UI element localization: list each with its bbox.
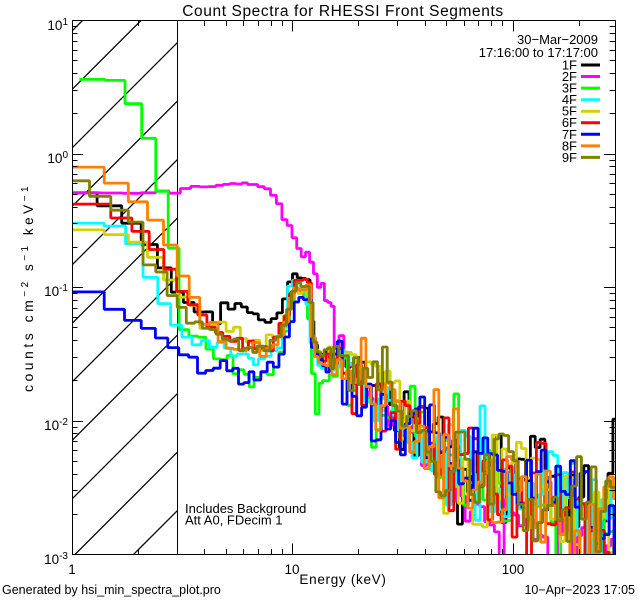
svg-text:17:16:00 to 17:17:00: 17:16:00 to 17:17:00 (479, 45, 598, 60)
svg-text:1: 1 (68, 562, 76, 577)
svg-text:counts cm−2 s−1 keV−1: counts cm−2 s−1 keV−1 (20, 183, 36, 392)
svg-text:30−Mar−2009: 30−Mar−2009 (517, 32, 598, 47)
svg-text:7F: 7F (562, 127, 577, 142)
svg-text:3F: 3F (562, 81, 577, 96)
svg-text:Energy (keV): Energy (keV) (299, 572, 386, 587)
svg-text:2F: 2F (562, 69, 577, 84)
svg-text:Includes Background: Includes Background (185, 501, 306, 516)
svg-text:5F: 5F (562, 104, 577, 119)
svg-text:8F: 8F (562, 138, 577, 153)
svg-text:10−Apr−2023 17:05: 10−Apr−2023 17:05 (524, 583, 635, 597)
svg-text:9F: 9F (562, 150, 577, 165)
svg-text:1F: 1F (562, 58, 577, 73)
svg-text:10: 10 (284, 562, 299, 577)
svg-text:Generated by hsi_min_spectra_p: Generated by hsi_min_spectra_plot.pro (2, 583, 221, 597)
svg-text:6F: 6F (562, 115, 577, 130)
svg-text:Att A0, FDecim 1: Att A0, FDecim 1 (185, 513, 283, 528)
svg-text:Count Spectra for RHESSI Front: Count Spectra for RHESSI Front Segments (182, 3, 503, 20)
svg-text:100: 100 (502, 562, 525, 577)
svg-text:4F: 4F (562, 92, 577, 107)
